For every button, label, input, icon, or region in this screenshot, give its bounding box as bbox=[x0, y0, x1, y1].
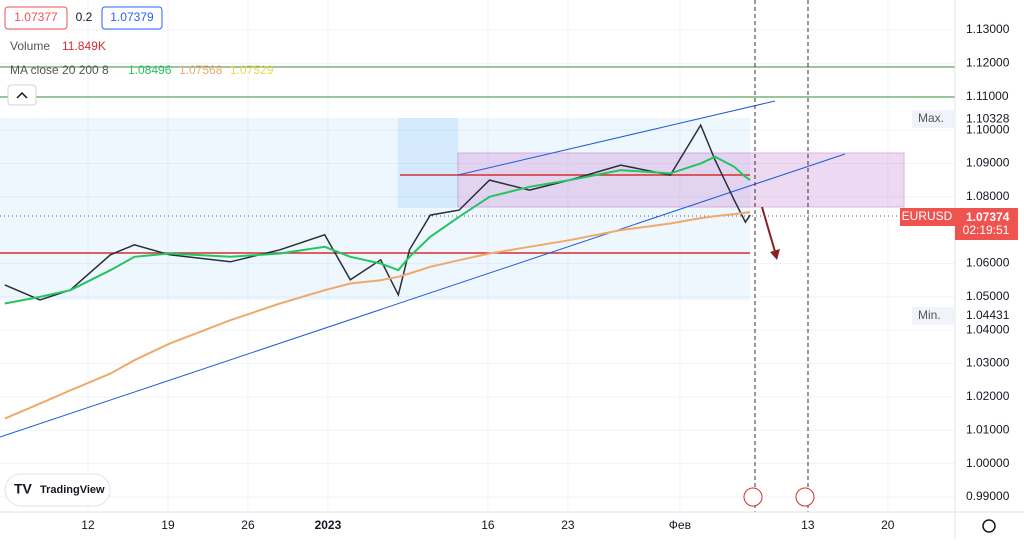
logo-box[interactable] bbox=[4, 473, 111, 507]
event-flag[interactable] bbox=[795, 487, 815, 507]
y-tick-label: 1.12000 bbox=[966, 56, 1010, 70]
min-box bbox=[912, 307, 955, 325]
x-tick-label: 16 bbox=[481, 518, 495, 532]
ask: 1.07379 bbox=[110, 10, 154, 24]
countdown: 02:19:51 bbox=[963, 223, 1010, 237]
arrow bbox=[761, 206, 777, 256]
axes: 0.99000 1.00000 1.01000 1.02000 1.03000 1.040… bbox=[81, 22, 1009, 532]
x-tick-label: 13 bbox=[801, 518, 815, 532]
x-tick-label: 2023 bbox=[315, 518, 342, 532]
min-value: 1.04431 bbox=[966, 308, 1010, 322]
x-tick-label: Фев bbox=[669, 518, 691, 532]
y-tick-label: 1.04000 bbox=[966, 322, 1010, 336]
y-tick-label: 1.02000 bbox=[966, 389, 1010, 403]
volume-label: Volume bbox=[10, 39, 50, 53]
ask-box[interactable] bbox=[101, 6, 163, 30]
y-tick-label: 1.09000 bbox=[966, 156, 1010, 170]
bid-box[interactable] bbox=[4, 6, 68, 30]
max-box bbox=[912, 110, 955, 128]
symbol: EURUSD bbox=[902, 209, 953, 223]
symbol-box bbox=[900, 208, 955, 226]
max-value: 1.10328 bbox=[966, 111, 1010, 125]
event-flag[interactable] bbox=[743, 487, 763, 507]
bid: 1.07377 bbox=[14, 10, 58, 24]
ma-values: 1.08496 1.07568 1.07529 bbox=[128, 63, 274, 77]
y-tick-label: 1.05000 bbox=[966, 289, 1010, 303]
price-box bbox=[955, 208, 1018, 240]
y-tick-label: 1.10000 bbox=[966, 122, 1010, 136]
ma-label: MA close 20 200 8 bbox=[10, 63, 109, 77]
y-tick-label: 1.01000 bbox=[966, 422, 1010, 436]
volume-profile-area bbox=[0, 118, 750, 300]
max-label: Max. bbox=[918, 111, 944, 125]
ma-value: 1.08496 bbox=[128, 63, 172, 77]
ma-value: 1.07568 bbox=[179, 63, 223, 77]
x-tick-label: 26 bbox=[241, 518, 255, 532]
logo-mark: TV bbox=[14, 481, 33, 497]
chevron-icon bbox=[16, 91, 28, 99]
volume-value: 11.849K bbox=[62, 39, 106, 53]
series-line bbox=[4, 155, 751, 305]
collapse-button[interactable] bbox=[7, 84, 37, 106]
y-tick-label: 1.08000 bbox=[966, 189, 1010, 203]
y-tick-label: 1.11000 bbox=[966, 89, 1009, 103]
series-line bbox=[4, 211, 751, 420]
range-box bbox=[457, 152, 905, 208]
logo-text: TradingView bbox=[40, 484, 105, 496]
spread: 0.2 bbox=[76, 10, 93, 24]
ma-value: 1.07529 bbox=[230, 63, 274, 77]
x-tick-label: 19 bbox=[161, 518, 175, 532]
x-tick-label: 23 bbox=[561, 518, 575, 532]
price-labels: 1.10328 1.04431 1.07374 bbox=[966, 111, 1010, 322]
x-tick-label: 20 bbox=[881, 518, 895, 532]
min-label: Min. bbox=[918, 308, 941, 322]
x-tick-label: 12 bbox=[81, 518, 95, 532]
trend-line bbox=[457, 100, 776, 176]
y-tick-label: 1.06000 bbox=[966, 256, 1010, 270]
y-tick-label: 0.99000 bbox=[966, 489, 1010, 503]
y-tick-label: 1.00000 bbox=[966, 456, 1010, 470]
plot bbox=[4, 123, 751, 420]
y-tick-label: 1.03000 bbox=[966, 356, 1010, 370]
series-line bbox=[4, 123, 751, 301]
volume-profile bbox=[398, 118, 458, 208]
y-tick-label: 1.13000 bbox=[966, 22, 1010, 36]
settings-icon[interactable] bbox=[982, 519, 996, 533]
trend-line bbox=[0, 153, 846, 438]
last-price: 1.07374 bbox=[966, 210, 1010, 224]
arrow-head bbox=[770, 249, 780, 260]
